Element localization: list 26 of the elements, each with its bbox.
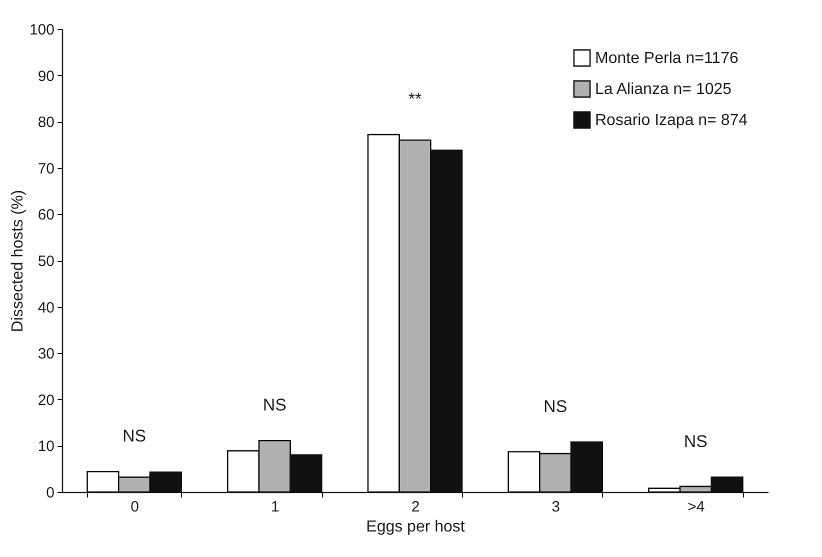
y-tick-label: 80 (38, 114, 54, 132)
annotation: NS (684, 432, 708, 452)
annotation: ** (408, 90, 422, 109)
y-axis-title: Dissected hosts (%) (9, 190, 26, 332)
annotation: NS (122, 426, 146, 446)
legend-label: La Alianza n= 1025 (595, 81, 732, 98)
legend-label: Rosario Izapa n= 874 (595, 112, 748, 129)
legend-label: Monte Perla n=1176 (595, 50, 738, 67)
y-tick-label: 70 (38, 160, 54, 178)
y-tick-label: 20 (38, 392, 54, 409)
x-axis-title: Eggs per host (366, 518, 466, 536)
y-tick-label: 50 (38, 253, 54, 270)
y-tick-label: 90 (38, 68, 54, 85)
annotation: NS (262, 396, 286, 415)
y-tick-label: 0 (46, 484, 54, 502)
x-tick-label: 3 (552, 498, 560, 516)
x-tick-label: 0 (130, 498, 139, 516)
y-tick-label: 30 (38, 346, 54, 363)
y-tick-label: 60 (38, 206, 54, 224)
annotation: NS (544, 396, 568, 416)
y-tick-label: 100 (29, 22, 54, 38)
x-tick-label: >4 (688, 498, 705, 516)
x-tick-label: 2 (411, 498, 420, 516)
y-tick-label: 40 (38, 299, 54, 316)
y-tick-label: 10 (38, 438, 54, 456)
x-tick-label: 1 (270, 498, 280, 516)
